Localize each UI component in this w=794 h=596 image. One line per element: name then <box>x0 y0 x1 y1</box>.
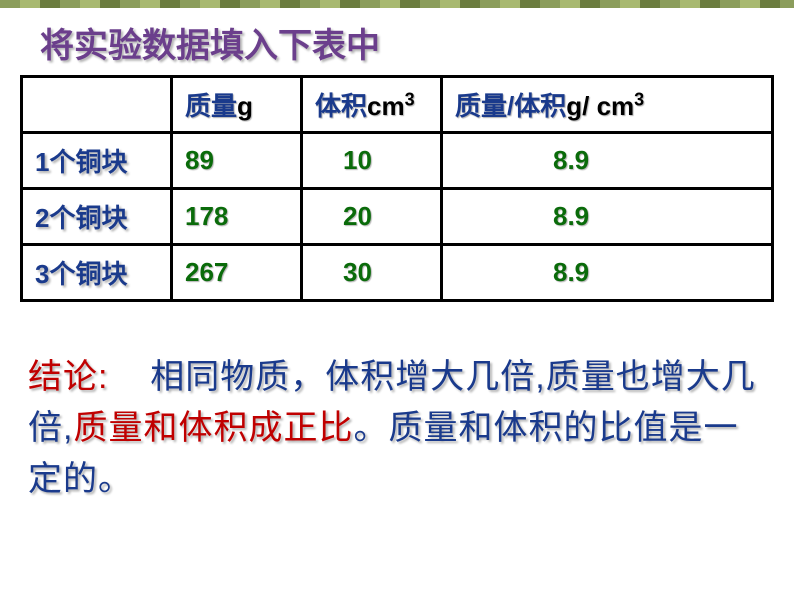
cell-ratio-1: 8.9 <box>442 133 773 189</box>
cell-mass-2: 178 <box>172 189 302 245</box>
row-label-3: 3个铜块 <box>22 245 172 301</box>
table-row: 2个铜块 178 20 8.9 <box>22 189 773 245</box>
table-container: 质量g 体积cm3 质量/体积g/ cm3 1个铜块 89 10 8.9 2个铜… <box>0 75 794 302</box>
row-label-1: 1个铜块 <box>22 133 172 189</box>
table-header-row: 质量g 体积cm3 质量/体积g/ cm3 <box>22 77 773 133</box>
cell-volume-3: 30 <box>302 245 442 301</box>
header-ratio: 质量/体积g/ cm3 <box>442 77 773 133</box>
conclusion-part4: , <box>63 409 73 447</box>
cell-volume-2: 20 <box>302 189 442 245</box>
page-title: 将实验数据填入下表中 <box>0 8 794 75</box>
conclusion-part2: , <box>535 358 545 396</box>
cell-mass-1: 89 <box>172 133 302 189</box>
table-row: 3个铜块 267 30 8.9 <box>22 245 773 301</box>
header-ratio-unit-sup: 3 <box>634 89 644 109</box>
conclusion-text: 结论: 相同物质，体积增大几倍,质量也增大几倍,质量和体积成正比。质量和体积的比… <box>0 302 794 505</box>
header-volume-unit-base: cm <box>367 91 405 121</box>
header-mass-unit: g <box>237 91 253 121</box>
table-row: 1个铜块 89 10 8.9 <box>22 133 773 189</box>
header-ratio-label: 质量/体积 <box>455 91 566 121</box>
cell-volume-1: 10 <box>302 133 442 189</box>
data-table: 质量g 体积cm3 质量/体积g/ cm3 1个铜块 89 10 8.9 2个铜… <box>20 75 774 302</box>
title-text: 将实验数据填入下表中 <box>40 27 380 65</box>
header-mass-label: 质量 <box>185 91 237 121</box>
header-empty <box>22 77 172 133</box>
conclusion-label: 结论: <box>28 358 108 396</box>
cell-ratio-3: 8.9 <box>442 245 773 301</box>
header-volume-unit-sup: 3 <box>405 89 415 109</box>
header-volume-label: 体积 <box>315 91 367 121</box>
row-label-2: 2个铜块 <box>22 189 172 245</box>
conclusion-part5: 质量和体积成正比 <box>73 409 353 447</box>
cell-ratio-2: 8.9 <box>442 189 773 245</box>
conclusion-part1: 相同物质，体积增大几倍 <box>150 358 535 396</box>
header-volume: 体积cm3 <box>302 77 442 133</box>
header-ratio-unit-base: g/ cm <box>566 91 634 121</box>
cell-mass-3: 267 <box>172 245 302 301</box>
decorative-top-border <box>0 0 794 8</box>
header-mass: 质量g <box>172 77 302 133</box>
